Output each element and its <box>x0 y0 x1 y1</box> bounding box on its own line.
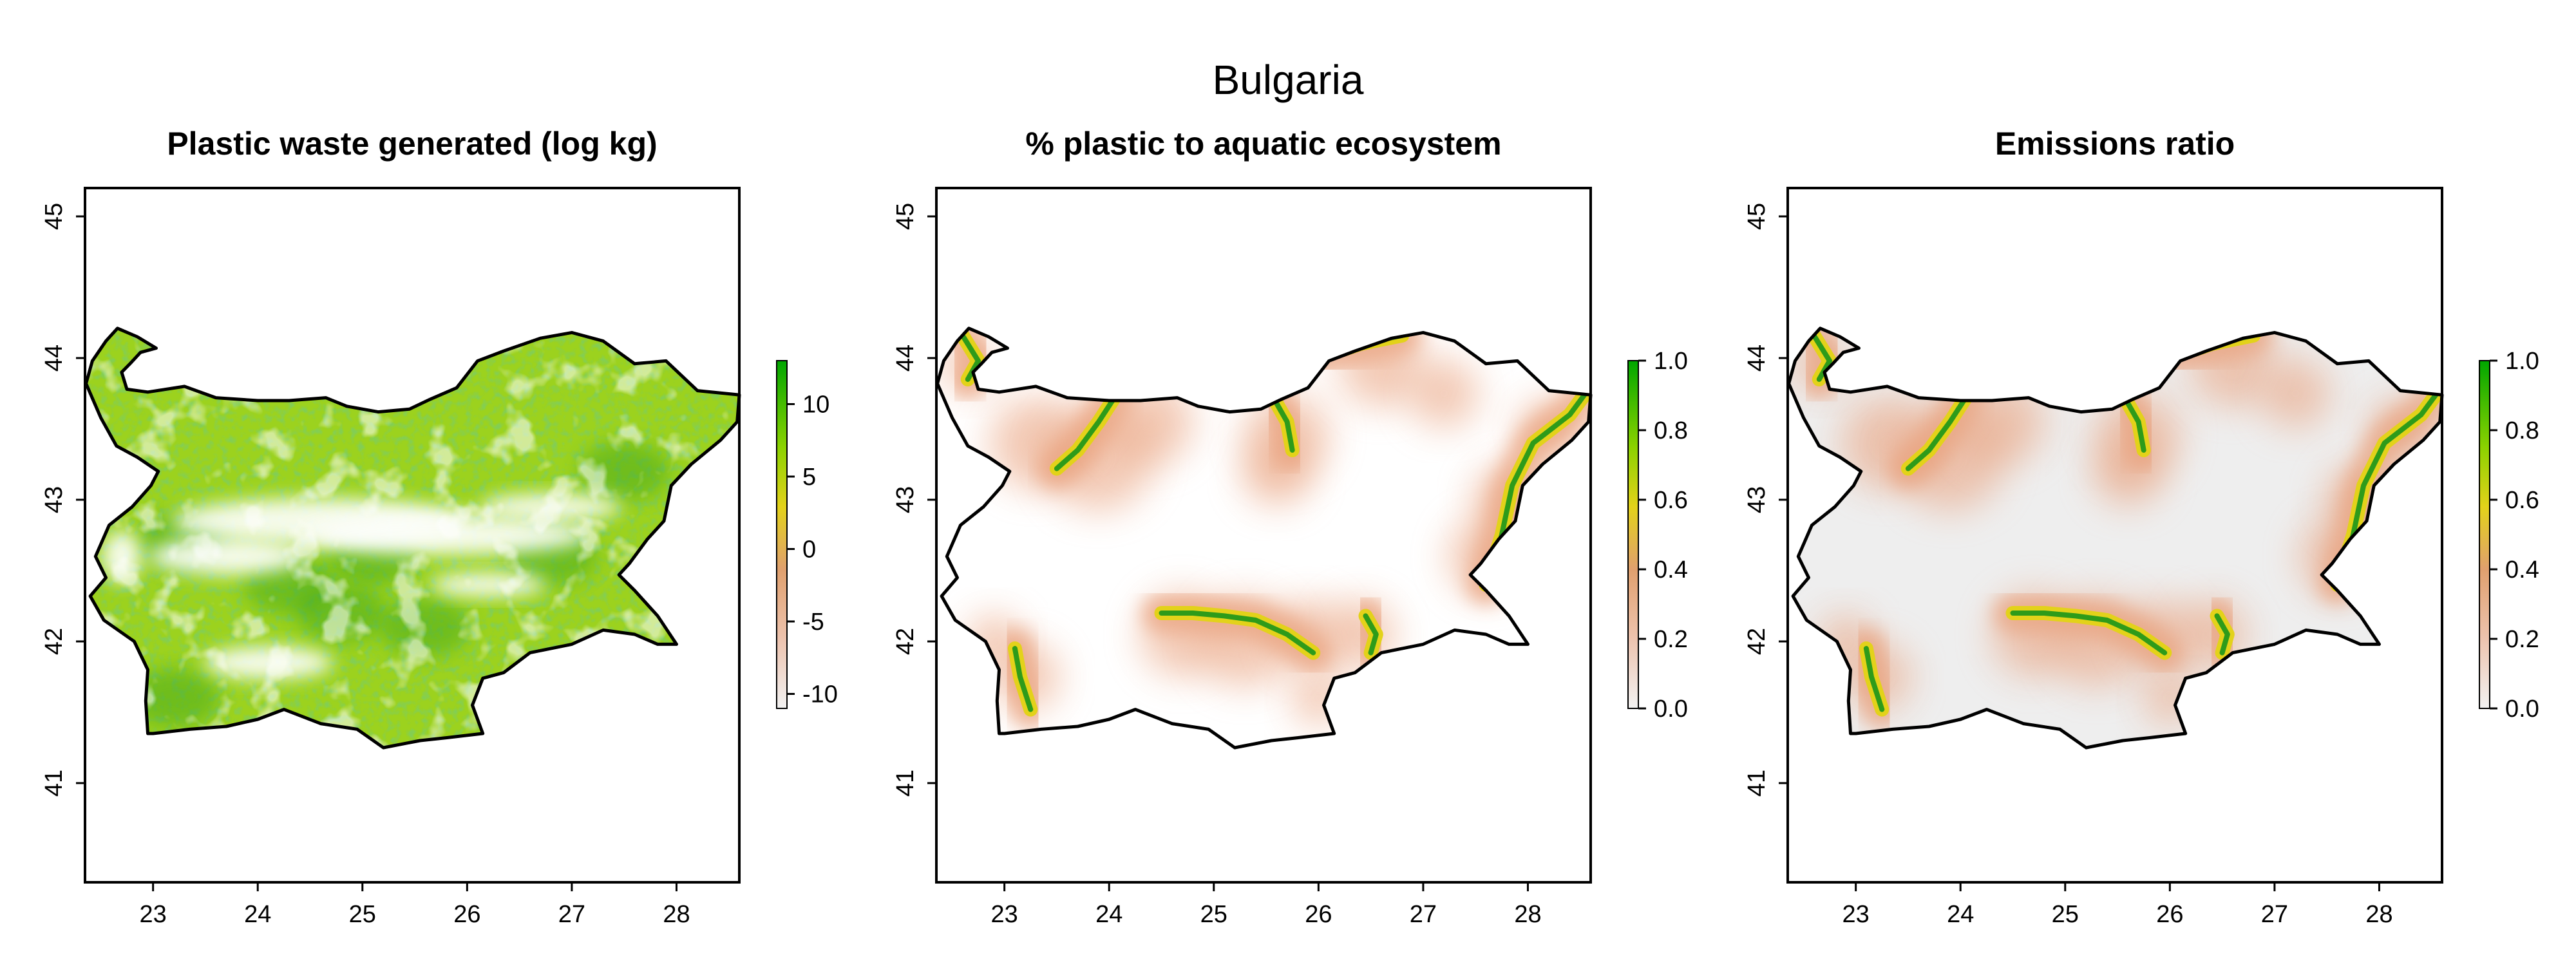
x-tick-label: 27 <box>1410 901 1437 928</box>
y-tick-label: 43 <box>41 486 68 513</box>
panel-title: Plastic waste generated (log kg) <box>167 126 657 162</box>
legend-tick-label: 5 <box>802 464 816 491</box>
raster-fill <box>86 328 740 748</box>
y-tick-label: 45 <box>892 203 919 230</box>
y-tick-label: 45 <box>41 203 68 230</box>
x-tick-label: 23 <box>1842 901 1870 928</box>
raster-fill <box>937 328 1591 748</box>
legend-tick-label: 0.4 <box>2505 556 2539 583</box>
raster-fill <box>1788 328 2442 748</box>
x-tick-label: 26 <box>453 901 480 928</box>
country-border <box>936 327 1593 750</box>
panel-title: Emissions ratio <box>1995 126 2235 162</box>
legend-tick-label: 0.4 <box>1654 556 1688 583</box>
x-tick-label: 26 <box>1305 901 1332 928</box>
legend-tick-label: 0.6 <box>1654 487 1688 514</box>
x-tick-label: 25 <box>1200 901 1227 928</box>
legend-tick-label: 0.8 <box>2505 417 2539 444</box>
legend-tick-label: 1.0 <box>2505 348 2539 375</box>
legend-colorbar: 1.0 0.8 0.6 0.4 0.2 0.0 <box>2479 348 2539 723</box>
legend-tick-label: 0.2 <box>1654 626 1688 653</box>
x-tick-label: 28 <box>1514 901 1541 928</box>
panel-title: % plastic to aquatic ecosystem <box>1025 126 1501 162</box>
x-tick-label: 25 <box>349 901 376 928</box>
plot-frame <box>1786 187 2443 884</box>
map-panel-1: Plastic waste generated (log kg) 23 24 25 26… <box>41 126 838 928</box>
x-tick-label: 25 <box>2052 901 2079 928</box>
legend-tick-label: 0.8 <box>1654 417 1688 444</box>
y-tick-label: 43 <box>1743 486 1770 513</box>
legend-tick-label: 0.0 <box>1654 696 1688 723</box>
y-tick-label: 42 <box>892 628 919 655</box>
y-tick-label: 43 <box>892 486 919 513</box>
legend-tick-label: -5 <box>802 609 824 636</box>
y-tick-label: 41 <box>892 770 919 797</box>
legend-colorbar: 10 5 0 -5 -10 <box>776 360 838 709</box>
y-tick-label: 44 <box>892 345 919 372</box>
x-tick-label: 24 <box>1947 901 1974 928</box>
y-tick-label: 41 <box>1743 770 1770 797</box>
plot-frame <box>84 187 741 884</box>
y-tick-label: 44 <box>41 345 68 372</box>
legend-tick-label: -10 <box>802 681 838 708</box>
y-tick-label: 42 <box>41 628 68 655</box>
legend-tick-label: 10 <box>802 392 829 419</box>
x-tick-label: 28 <box>663 901 690 928</box>
map-panel-3: Emissions ratio 23 24 25 26 27 28 41 42 43 44 45 1.0… <box>1743 126 2539 928</box>
x-tick-label: 23 <box>140 901 167 928</box>
legend-tick-label: 0.6 <box>2505 487 2539 514</box>
y-tick-label: 44 <box>1743 345 1770 372</box>
figure-title: Bulgaria <box>1213 57 1364 103</box>
legend-tick-label: 0.2 <box>2505 626 2539 653</box>
country-border <box>84 327 741 750</box>
x-tick-label: 24 <box>1095 901 1122 928</box>
legend-tick-label: 0.0 <box>2505 696 2539 723</box>
legend-tick-label: 0 <box>802 536 816 564</box>
legend-tick-label: 1.0 <box>1654 348 1688 375</box>
x-tick-label: 24 <box>244 901 271 928</box>
x-tick-label: 27 <box>558 901 585 928</box>
legend-colorbar: 1.0 0.8 0.6 0.4 0.2 0.0 <box>1627 348 1688 723</box>
y-tick-label: 41 <box>41 770 68 797</box>
x-tick-label: 23 <box>991 901 1018 928</box>
map-panel-2: % plastic to aquatic ecosystem 23 24 25 26 27… <box>892 126 1688 928</box>
x-tick-label: 27 <box>2261 901 2288 928</box>
x-tick-label: 28 <box>2365 901 2392 928</box>
y-tick-label: 42 <box>1743 628 1770 655</box>
x-tick-label: 26 <box>2156 901 2183 928</box>
plot-frame <box>935 187 1592 884</box>
country-border <box>1787 327 2444 750</box>
y-tick-label: 45 <box>1743 203 1770 230</box>
